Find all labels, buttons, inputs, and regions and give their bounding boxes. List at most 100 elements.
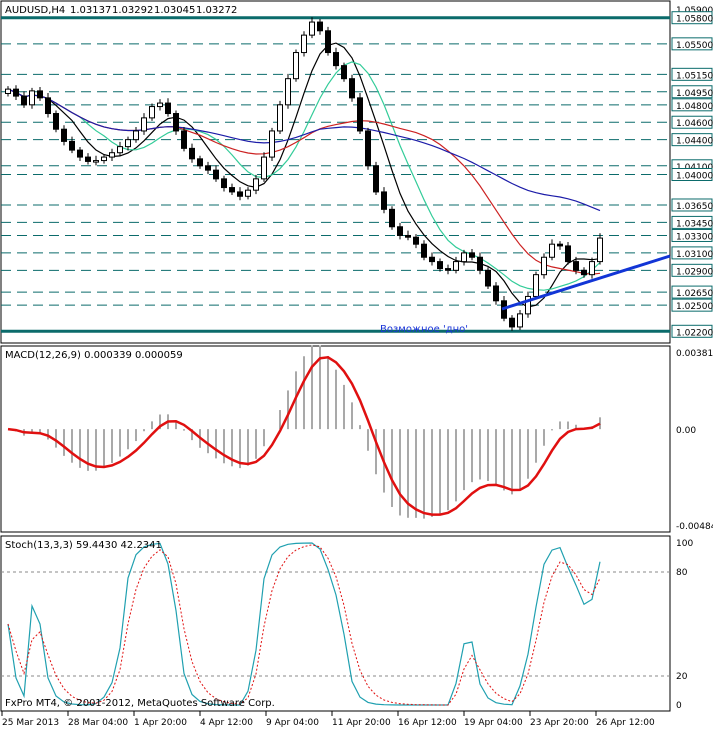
candle-body — [29, 90, 35, 106]
ohlc-close: 1.03272 — [196, 5, 237, 16]
price-tick-label: 1.04600 — [676, 119, 713, 129]
candle-body — [325, 30, 331, 54]
price-tick-label: 1.03650 — [676, 202, 713, 212]
price-tick-label: 1.04950 — [676, 89, 713, 99]
ma-fast-line — [7, 42, 601, 308]
candle-body — [381, 191, 387, 210]
price-label-box — [671, 198, 713, 212]
candle-body — [429, 256, 435, 263]
macd-histogram — [15, 345, 601, 519]
time-tick-label: 9 Apr 04:00 — [266, 718, 319, 728]
candle-body — [109, 152, 115, 158]
price-label-box — [671, 285, 713, 299]
price-title: AUDUSD,H4 — [5, 5, 65, 16]
time-tick-label: 16 Apr 12:00 — [398, 718, 457, 728]
candle-body — [141, 117, 147, 132]
stoch-axis-100: 100 — [676, 539, 693, 549]
candle-body — [165, 102, 171, 115]
candle-body — [173, 113, 179, 132]
candle-body — [469, 252, 475, 258]
candle-body — [93, 160, 99, 163]
candle-body — [357, 97, 363, 132]
moving-averages — [7, 42, 601, 308]
time-tick-label: 26 Apr 12:00 — [596, 718, 655, 728]
candle-body — [205, 165, 211, 171]
price-label-box — [671, 37, 713, 51]
support-trendline[interactable] — [501, 254, 671, 311]
ma-blue-line — [7, 88, 601, 212]
candle-body — [525, 295, 531, 315]
candle-body — [405, 234, 411, 238]
horizontal-levels — [1, 16, 670, 333]
stoch-axis-20: 20 — [676, 672, 688, 682]
candle-body — [573, 261, 579, 271]
candle-body — [37, 90, 43, 99]
candle-body — [461, 252, 467, 263]
price-label-box — [671, 11, 713, 25]
candle-body — [245, 189, 251, 197]
candle-body — [221, 178, 227, 189]
time-axis: 25 Mar 2013 28 Mar 04:00 1 Apr 20:00 4 Apr … — [1, 711, 655, 728]
price-label-box — [671, 228, 713, 242]
candle-body — [181, 130, 187, 149]
macd-axis-bottom: -0.00484 — [676, 522, 713, 532]
price-tick-label: 1.02900 — [676, 267, 713, 277]
candle-body — [189, 147, 195, 160]
candle-body — [397, 226, 403, 236]
price-tick-label: 1.05800 — [676, 15, 713, 25]
candle-body — [557, 243, 563, 247]
candle-body — [533, 274, 539, 297]
price-tick-label: 1.05150 — [676, 71, 713, 81]
candle-body — [389, 208, 395, 228]
price-tick-label: 1.02500 — [676, 302, 713, 312]
candle-body — [13, 88, 19, 97]
candle-body — [85, 156, 91, 162]
price-label-box — [671, 246, 713, 260]
candle-body — [565, 245, 571, 263]
candle-body — [549, 243, 555, 258]
candle-body — [229, 187, 235, 193]
candle-body — [293, 52, 299, 80]
candle-body — [341, 65, 347, 80]
price-label-box — [671, 263, 713, 277]
price-label-box — [671, 168, 713, 181]
candle-body — [277, 104, 283, 132]
price-tick-label: 1.03300 — [676, 232, 713, 242]
candle-body — [149, 106, 155, 119]
copyright-text: FxPro MT4, © 2001-2012, MetaQuotes Softw… — [5, 698, 275, 709]
stoch-pane[interactable] — [0, 535, 671, 712]
ohlc-low: 1.03045 — [154, 5, 195, 16]
candle-body — [261, 156, 267, 180]
candle-body — [237, 191, 243, 197]
price-label-box — [671, 85, 713, 99]
candle-body — [61, 128, 67, 142]
price-tick-label: 1.02200 — [676, 328, 713, 338]
price-tick-label: 1.05500 — [676, 41, 713, 51]
price-label-box — [671, 298, 713, 312]
stoch-title: Stoch(13,3,3) 59.4430 42.2341 — [5, 540, 162, 551]
time-tick-label: 4 Apr 12:00 — [200, 718, 253, 728]
candle-body — [445, 268, 451, 271]
time-tick-label: 11 Apr 20:00 — [332, 718, 391, 728]
price-label-box — [671, 67, 713, 81]
time-tick-label: 28 Mar 04:00 — [68, 718, 128, 728]
ma-mid-line — [7, 61, 601, 291]
candle-body — [53, 113, 59, 130]
time-tick-label: 1 Apr 20:00 — [134, 718, 187, 728]
candle-body — [349, 78, 355, 99]
candle-body — [477, 256, 483, 271]
candle-body — [581, 269, 587, 276]
ohlc-open: 1.03137 — [70, 5, 111, 16]
price-label-box — [671, 115, 713, 129]
price-tick-label: 1.04800 — [676, 102, 713, 112]
candle-body — [597, 237, 603, 263]
time-tick-label: 19 Apr 04:00 — [464, 718, 523, 728]
candle-body — [437, 261, 443, 270]
candle-body — [69, 140, 75, 151]
macd-signal-line — [7, 356, 601, 516]
candle-body — [253, 178, 259, 191]
candle-body — [317, 21, 323, 32]
price-tick-label: 1.03100 — [676, 250, 713, 260]
